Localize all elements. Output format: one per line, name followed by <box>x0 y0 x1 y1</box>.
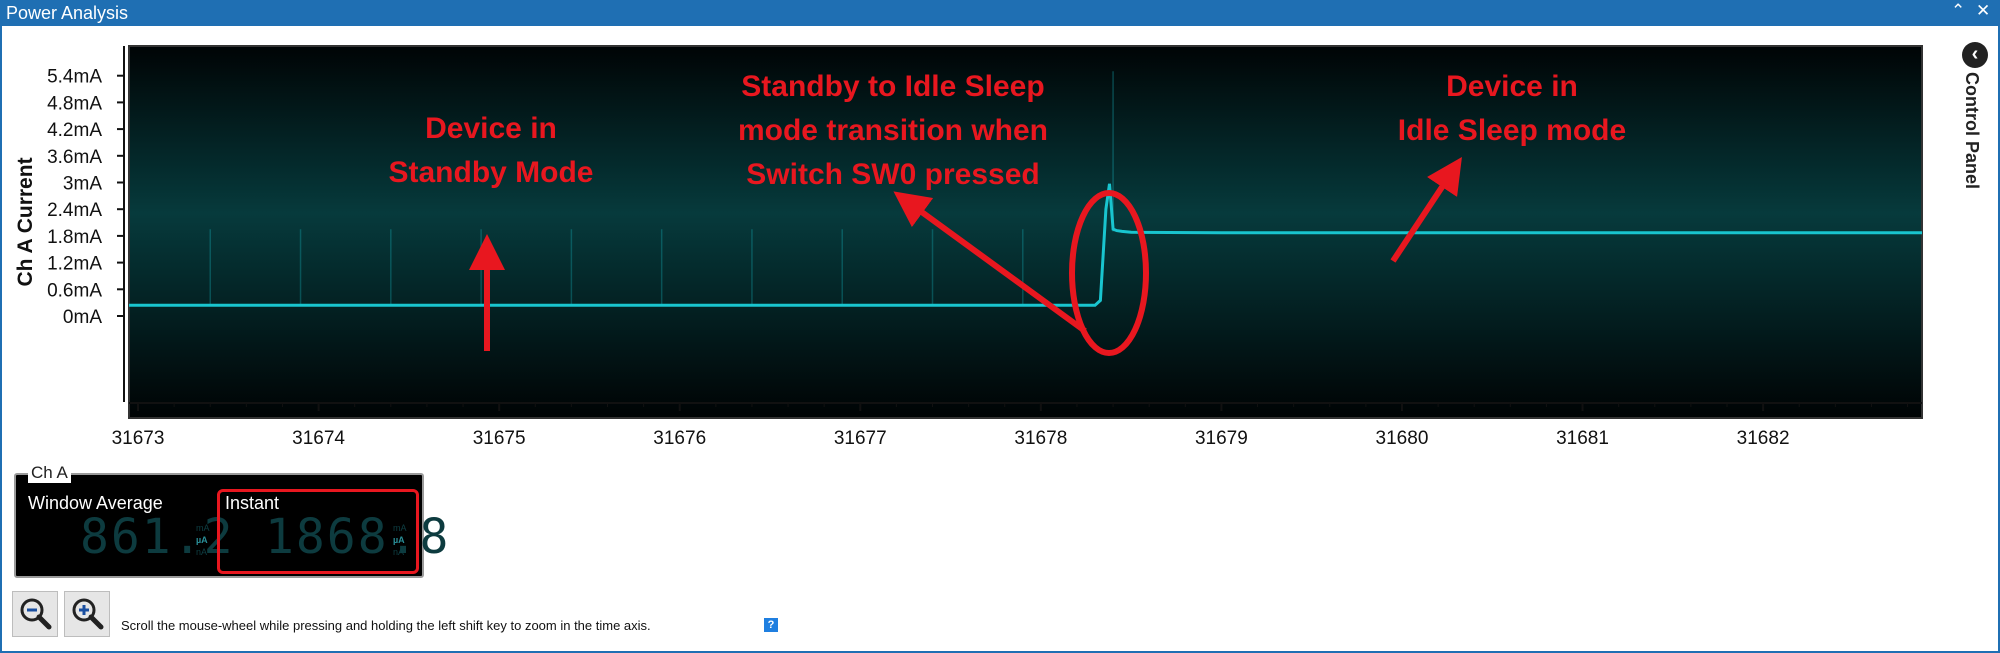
window-titlebar: Power Analysis ⌃ ✕ <box>0 0 2000 26</box>
help-icon[interactable]: ? <box>764 618 778 632</box>
y-tick-label: 0mA <box>63 307 102 328</box>
transition-annotation: Standby to Idle Sleep mode transition whe… <box>738 70 1048 191</box>
x-tick-label: 31682 <box>1737 428 1790 446</box>
instant-label: Instant <box>225 493 280 513</box>
channel-a-legend: Ch A <box>28 463 71 483</box>
y-tick-label: 1.2mA <box>47 254 102 275</box>
zoom-in-button[interactable] <box>64 591 110 637</box>
y-tick-label: 1.8mA <box>47 227 102 248</box>
transition-arrow <box>893 191 1087 334</box>
x-tick-label: 31681 <box>1556 428 1609 446</box>
x-tick-label: 31679 <box>1195 428 1248 446</box>
y-tick-label: 2.4mA <box>47 200 102 221</box>
transition-highlight-ellipse <box>1069 190 1149 356</box>
y-tick-label: 5.4mA <box>47 67 102 88</box>
idle-sleep-annotation: Device in Idle Sleep mode <box>1398 70 1626 147</box>
y-tick-label: 4.8mA <box>47 93 102 114</box>
y-tick-label: 3mA <box>63 174 102 195</box>
window-average-units: mA µA nA <box>196 523 210 557</box>
x-tick-label: 31680 <box>1376 428 1429 446</box>
x-tick-label: 31676 <box>653 428 706 446</box>
window-title: Power Analysis <box>6 3 129 23</box>
x-tick-label: 31678 <box>1014 428 1067 446</box>
zoom-out-button[interactable] <box>12 591 58 637</box>
close-icon[interactable]: ✕ <box>1976 1 1991 20</box>
x-tick-label: 31675 <box>473 428 526 446</box>
y-tick-label: 3.6mA <box>47 147 102 168</box>
x-tick-label: 31677 <box>834 428 887 446</box>
y-tick-label: 0.6mA <box>47 280 102 301</box>
instant-highlight-box <box>217 489 419 574</box>
y-axis-label: Ch A Current <box>14 157 37 286</box>
y-tick-label: 4.2mA <box>47 120 102 141</box>
control-panel-label[interactable]: Control Panel <box>1962 72 1982 190</box>
current-trace <box>129 183 1922 307</box>
instant-value: 1868.8 <box>265 509 451 565</box>
zoom-hint-text: Scroll the mouse-wheel while pressing an… <box>121 618 651 633</box>
collapse-icon[interactable]: ⌃ <box>1951 1 1966 20</box>
standby-mode-annotation: Device in Standby Mode <box>388 112 593 189</box>
idle-sleep-arrow <box>1390 156 1462 263</box>
x-tick-label: 31674 <box>292 428 345 446</box>
zoom-out-icon <box>20 598 52 630</box>
instant-units: mA µA nA <box>393 523 407 557</box>
zoom-in-icon <box>72 598 104 630</box>
window-frame <box>0 26 2000 653</box>
control-panel-toggle-icon[interactable]: ‹ <box>1962 42 1988 68</box>
current-chart[interactable]: Ch A Current 5.4mA 4.8mA 4.2mA 3.6mA 3mA 2.4m… <box>0 26 1956 446</box>
x-tick-label: 31673 <box>112 428 165 446</box>
window-average-value: 861.2 <box>80 509 235 565</box>
window-average-label: Window Average <box>28 493 163 513</box>
